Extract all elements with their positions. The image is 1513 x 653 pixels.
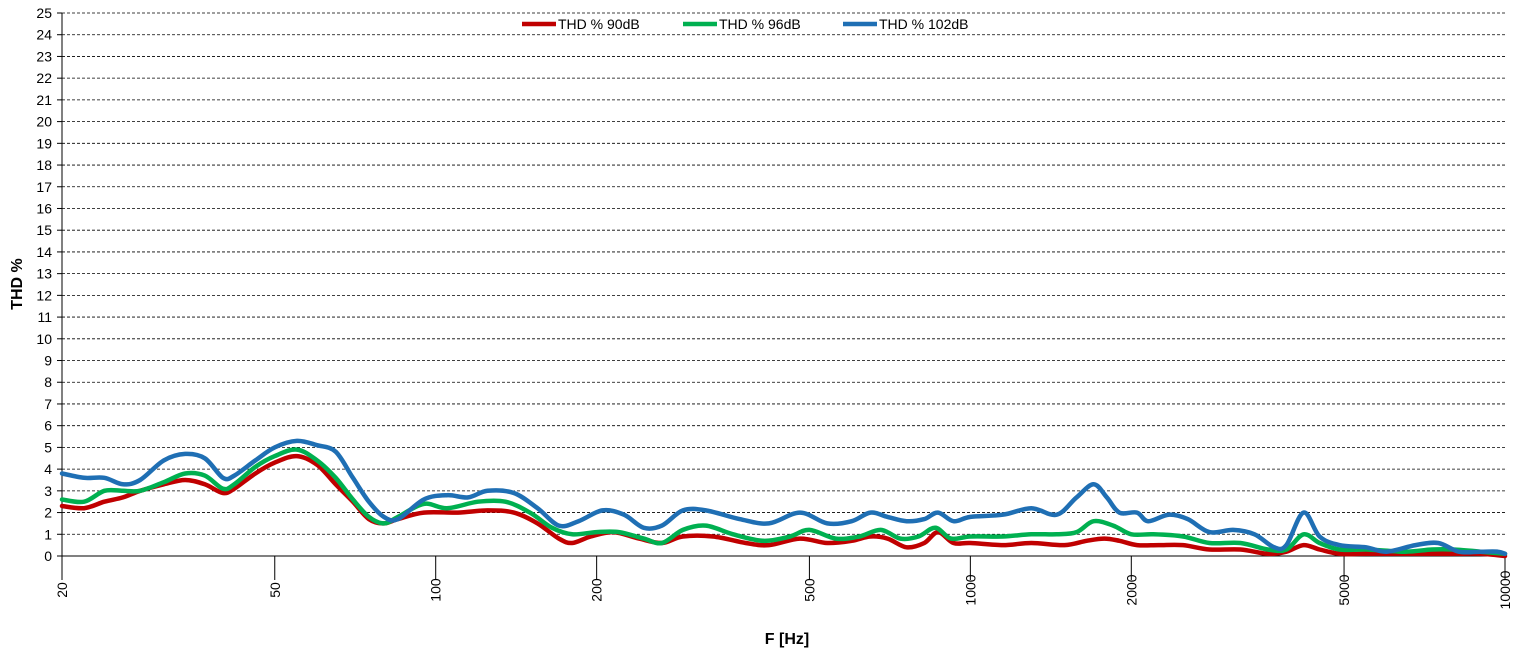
y-tick-label: 24 [36,27,52,43]
y-tick-label: 17 [36,179,52,195]
y-tick-label: 11 [37,309,52,325]
series-line-1 [59,453,1508,559]
legend-label: THD % 102dB [879,16,968,32]
y-tick-label: 12 [36,287,52,303]
y-tick-label: 14 [36,244,52,260]
series-line-2 [59,447,1508,557]
grid-layer [62,12,1505,535]
y-axis-title: THD % [9,258,26,310]
y-tick-label: 16 [36,200,52,216]
y-tick-label: 4 [44,461,52,477]
legend: THD % 90dB THD % 96dB THD % 102dB [522,16,968,32]
y-tick-label: 1 [44,526,52,542]
x-tick-label: 50 [267,582,283,598]
x-tick-label: 5000 [1336,574,1352,605]
legend-label: THD % 96dB [719,16,801,32]
x-tick-label: 1000 [962,574,978,605]
series-line-3 [59,438,1508,557]
y-tick-label: 5 [44,439,52,455]
y-tick-label: 19 [36,135,52,151]
axis-layer: 0123456789101112131415161718192021222324… [36,5,1513,609]
x-tick-label: 10000 [1497,570,1513,609]
x-tick-label: 2000 [1123,574,1139,605]
y-tick-label: 2 [44,505,52,521]
x-axis-title: F [Hz] [765,631,809,648]
y-tick-label: 13 [36,266,52,282]
x-tick-label: 20 [54,582,70,598]
x-tick-label: 100 [428,578,444,602]
y-tick-label: 0 [44,548,52,564]
y-tick-label: 22 [36,70,52,86]
y-tick-label: 10 [36,331,52,347]
y-tick-label: 20 [36,114,52,130]
y-tick-label: 25 [36,5,52,21]
y-tick-label: 3 [44,483,52,499]
y-tick-label: 15 [36,222,52,238]
y-tick-label: 7 [44,396,52,412]
y-tick-label: 6 [44,418,52,434]
y-tick-label: 9 [44,353,52,369]
y-tick-label: 23 [36,48,52,64]
x-tick-label: 200 [589,578,605,602]
y-tick-label: 18 [36,157,52,173]
y-tick-label: 8 [44,374,52,390]
y-tick-label: 21 [36,92,52,108]
legend-label: THD % 90dB [558,16,640,32]
series-layer [59,438,1508,559]
x-tick-label: 500 [801,578,817,602]
